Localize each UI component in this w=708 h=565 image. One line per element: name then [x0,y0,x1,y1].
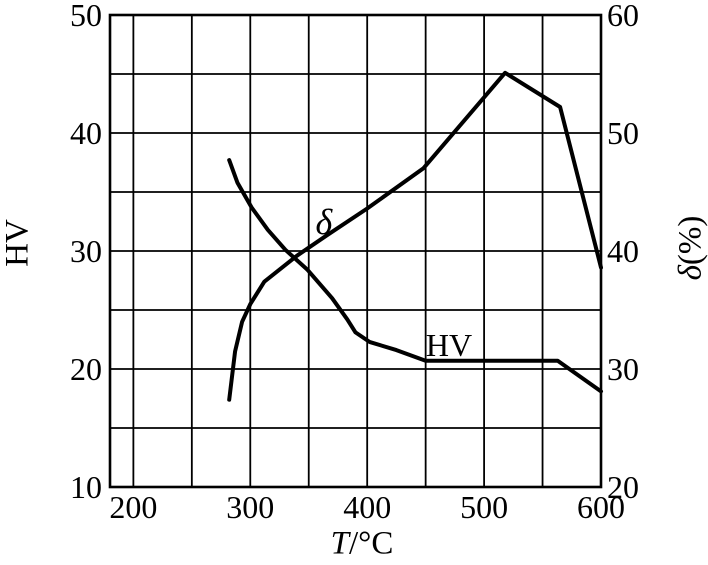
x-axis-tick-label: 600 [577,489,625,525]
delta-curve-label: δ [315,201,333,242]
x-axis-title-symbol: T [330,525,349,562]
right-axis-title: δ(%) [672,215,708,281]
x-axis-title: T/°C [330,525,394,562]
right-axis-tick-label: 20 [607,469,639,505]
left-axis-tick-label: 50 [70,0,102,33]
x-axis-tick-label: 500 [460,489,509,525]
right-axis-title-unit: (%) [672,215,708,266]
right-axis-tick-label: 50 [607,115,639,151]
plot-border [108,13,603,489]
right-axis-tick-label: 40 [607,233,639,269]
hv-series-line [227,158,603,394]
right-axis-title-symbol: δ [672,265,708,281]
x-axis-tick-label: 300 [226,489,275,525]
right-axis-tick-label: 60 [607,0,639,33]
hv-curve-label: HV [425,327,473,364]
left-axis-tick-label: 40 [70,115,102,151]
x-axis-tick-label: 400 [343,489,392,525]
x-axis-title-unit: /°C [348,525,394,562]
left-axis-tick-label: 10 [70,469,102,505]
left-axis-tick-label: 20 [70,351,102,387]
x-axis-tick-label: 200 [109,489,158,525]
left-axis-tick-label: 30 [70,233,102,269]
delta-series-line [227,70,603,402]
left-axis-title: HV [0,219,36,267]
right-axis-tick-label: 30 [607,351,639,387]
